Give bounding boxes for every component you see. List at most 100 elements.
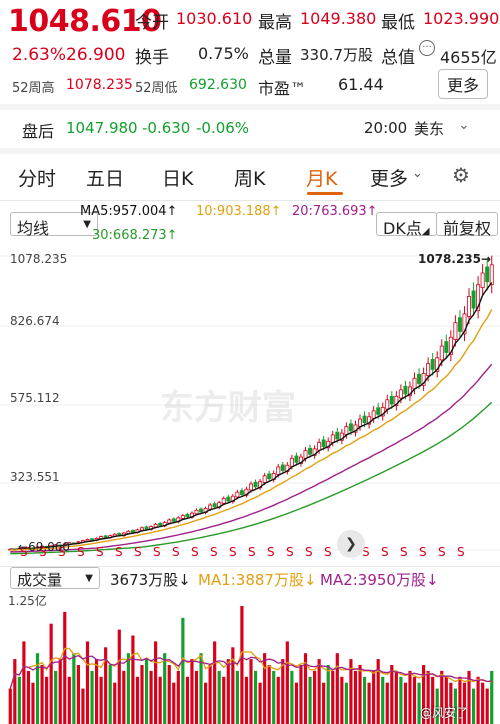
signal-marker: S — [324, 545, 332, 559]
candle — [194, 509, 199, 515]
candle — [235, 491, 240, 498]
volume-bar — [167, 665, 171, 724]
volume-bar — [453, 688, 457, 724]
volume-bar — [426, 670, 430, 724]
volume-bar — [8, 688, 12, 724]
volume-bar — [435, 688, 439, 724]
volume-bar — [122, 670, 126, 724]
volume-bar — [444, 676, 448, 724]
watermark: @风安了 — [420, 706, 469, 720]
y-tick: 575.112 — [10, 391, 60, 405]
volume-bar — [353, 670, 358, 724]
volume-bar — [272, 670, 276, 724]
afterhours-pct: -0.06% — [196, 119, 250, 137]
signal-marker: S — [20, 545, 28, 559]
volume-bar — [131, 635, 135, 724]
dk-point-button[interactable]: DK点◢ — [376, 212, 437, 238]
candle — [85, 539, 90, 542]
volume-bar — [263, 653, 267, 724]
tab-intraday[interactable]: 分时 — [18, 168, 57, 190]
volume-total: 3673万股↓ — [110, 571, 191, 589]
volume-bar — [431, 676, 435, 724]
chevron-right-icon[interactable]: ❯ — [337, 530, 365, 558]
more-button[interactable]: 更多 — [438, 69, 489, 99]
volume-bar — [190, 659, 194, 724]
candle — [480, 272, 485, 288]
candle — [199, 508, 204, 513]
turnover-value: 0.75% — [198, 44, 249, 63]
candle — [444, 341, 449, 353]
change-value: 26.900 — [66, 45, 126, 65]
volume-bar — [117, 629, 121, 724]
ma20-label: 20:763.693↑ — [292, 204, 378, 219]
volume-bar — [476, 676, 480, 724]
candlestick-chart[interactable]: SSSSSSSSSSSSSSSSSSSSSSSS — [0, 248, 500, 566]
volume-bar — [231, 647, 235, 724]
watermark: 东方财富 — [160, 388, 296, 428]
tab-monthly-k[interactable]: 月K — [306, 168, 338, 190]
volume-ma1: MA1:3887万股↓ — [198, 571, 317, 589]
volume-bar — [40, 665, 44, 724]
divider — [0, 104, 500, 110]
adjust-button[interactable]: 前复权 — [436, 212, 499, 238]
candle — [280, 464, 285, 471]
tab-daily-k[interactable]: 日K — [162, 168, 194, 190]
ma-select-label: 均线 — [17, 219, 50, 238]
candle — [448, 336, 453, 356]
afterhours-label: 盘后 — [22, 122, 55, 141]
afterhours-change: -0.630 — [142, 119, 191, 137]
volume-bar — [113, 682, 117, 724]
volume-bar — [376, 659, 380, 724]
candle — [348, 423, 353, 432]
ma30-line — [10, 401, 493, 555]
tab-weekly-k[interactable]: 周K — [234, 168, 266, 190]
volume-bar — [158, 676, 162, 724]
gear-icon[interactable]: ⚙ — [452, 163, 470, 187]
ma10-line — [10, 309, 493, 551]
open-label: 今开 — [135, 13, 169, 33]
low-value: 1023.990 — [423, 9, 500, 28]
candle — [308, 447, 313, 455]
volume-chart[interactable] — [0, 590, 500, 724]
signal-marker: S — [210, 545, 218, 559]
volume-bar — [154, 641, 158, 724]
tab-more[interactable]: 更多 — [370, 168, 409, 190]
volume-bar — [299, 665, 303, 724]
volume-bar — [213, 641, 217, 724]
ma5-line — [10, 282, 493, 550]
volume-bar — [45, 676, 49, 724]
candle — [140, 527, 144, 531]
volume-bar — [331, 670, 335, 724]
signal-marker: S — [457, 545, 465, 559]
low-label: 最低 — [381, 13, 415, 33]
signal-marker: S — [191, 545, 199, 559]
indicator-select[interactable]: 成交量 ▼ — [10, 567, 100, 589]
signal-marker: S — [153, 545, 161, 559]
volume-bar — [399, 676, 403, 724]
volume-bar — [322, 682, 326, 724]
ma-select[interactable]: 均线 ▼ — [10, 212, 98, 238]
signal-marker: S — [229, 545, 237, 559]
chevron-down-icon[interactable]: ⌄ — [458, 117, 470, 133]
active-tab-indicator — [307, 192, 343, 195]
candle — [289, 457, 294, 467]
candle — [471, 290, 476, 309]
tab-5day[interactable]: 五日 — [86, 168, 125, 190]
pe-label: 市盈™ — [258, 79, 307, 98]
more-dots-icon[interactable]: ··· — [419, 40, 435, 56]
candle — [253, 481, 258, 488]
signal-marker: S — [286, 545, 294, 559]
candle — [90, 538, 95, 541]
divider — [0, 148, 500, 154]
volume-bar — [226, 659, 230, 724]
volume-bar — [403, 682, 408, 724]
candle — [180, 515, 185, 519]
afterhours-price: 1047.980 — [66, 119, 138, 137]
volume-bar — [63, 611, 67, 724]
candle — [239, 490, 244, 495]
candle — [426, 363, 431, 376]
candle — [412, 377, 417, 390]
signal-marker: S — [381, 545, 389, 559]
signal-marker: S — [248, 545, 256, 559]
volume-bar — [58, 659, 62, 724]
